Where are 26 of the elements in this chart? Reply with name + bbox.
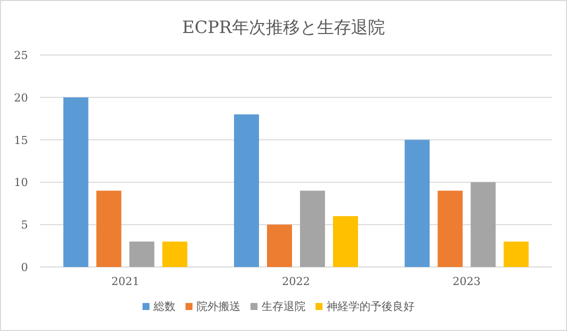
bar bbox=[470, 182, 496, 267]
y-tick-label: 25 bbox=[14, 49, 28, 62]
bar bbox=[162, 242, 188, 267]
y-tick-label: 20 bbox=[14, 91, 28, 104]
bar bbox=[96, 190, 122, 267]
x-tick-label: 2023 bbox=[452, 275, 481, 288]
bar bbox=[129, 242, 154, 267]
y-tick-label: 5 bbox=[21, 218, 28, 232]
legend-label: 神経学的予後良好 bbox=[326, 300, 414, 313]
bar bbox=[300, 190, 325, 267]
legend-label: 院外搬送 bbox=[196, 300, 240, 313]
legend-label: 生存退院 bbox=[262, 300, 306, 313]
bar bbox=[234, 114, 259, 267]
y-tick-label: 15 bbox=[14, 134, 28, 147]
bar bbox=[63, 97, 88, 267]
bar bbox=[438, 190, 463, 267]
bar bbox=[333, 216, 358, 267]
x-tick-label: 2022 bbox=[282, 275, 310, 288]
bar bbox=[404, 140, 430, 267]
legend-label: 総数 bbox=[152, 300, 176, 313]
y-tick-label: 10 bbox=[14, 176, 28, 190]
chart-title: ECPR年次推移と生存退院 bbox=[182, 18, 385, 38]
bar bbox=[504, 242, 529, 267]
bar bbox=[267, 224, 292, 267]
x-tick-label: 2021 bbox=[111, 275, 140, 288]
y-tick-label: 0 bbox=[21, 261, 28, 274]
